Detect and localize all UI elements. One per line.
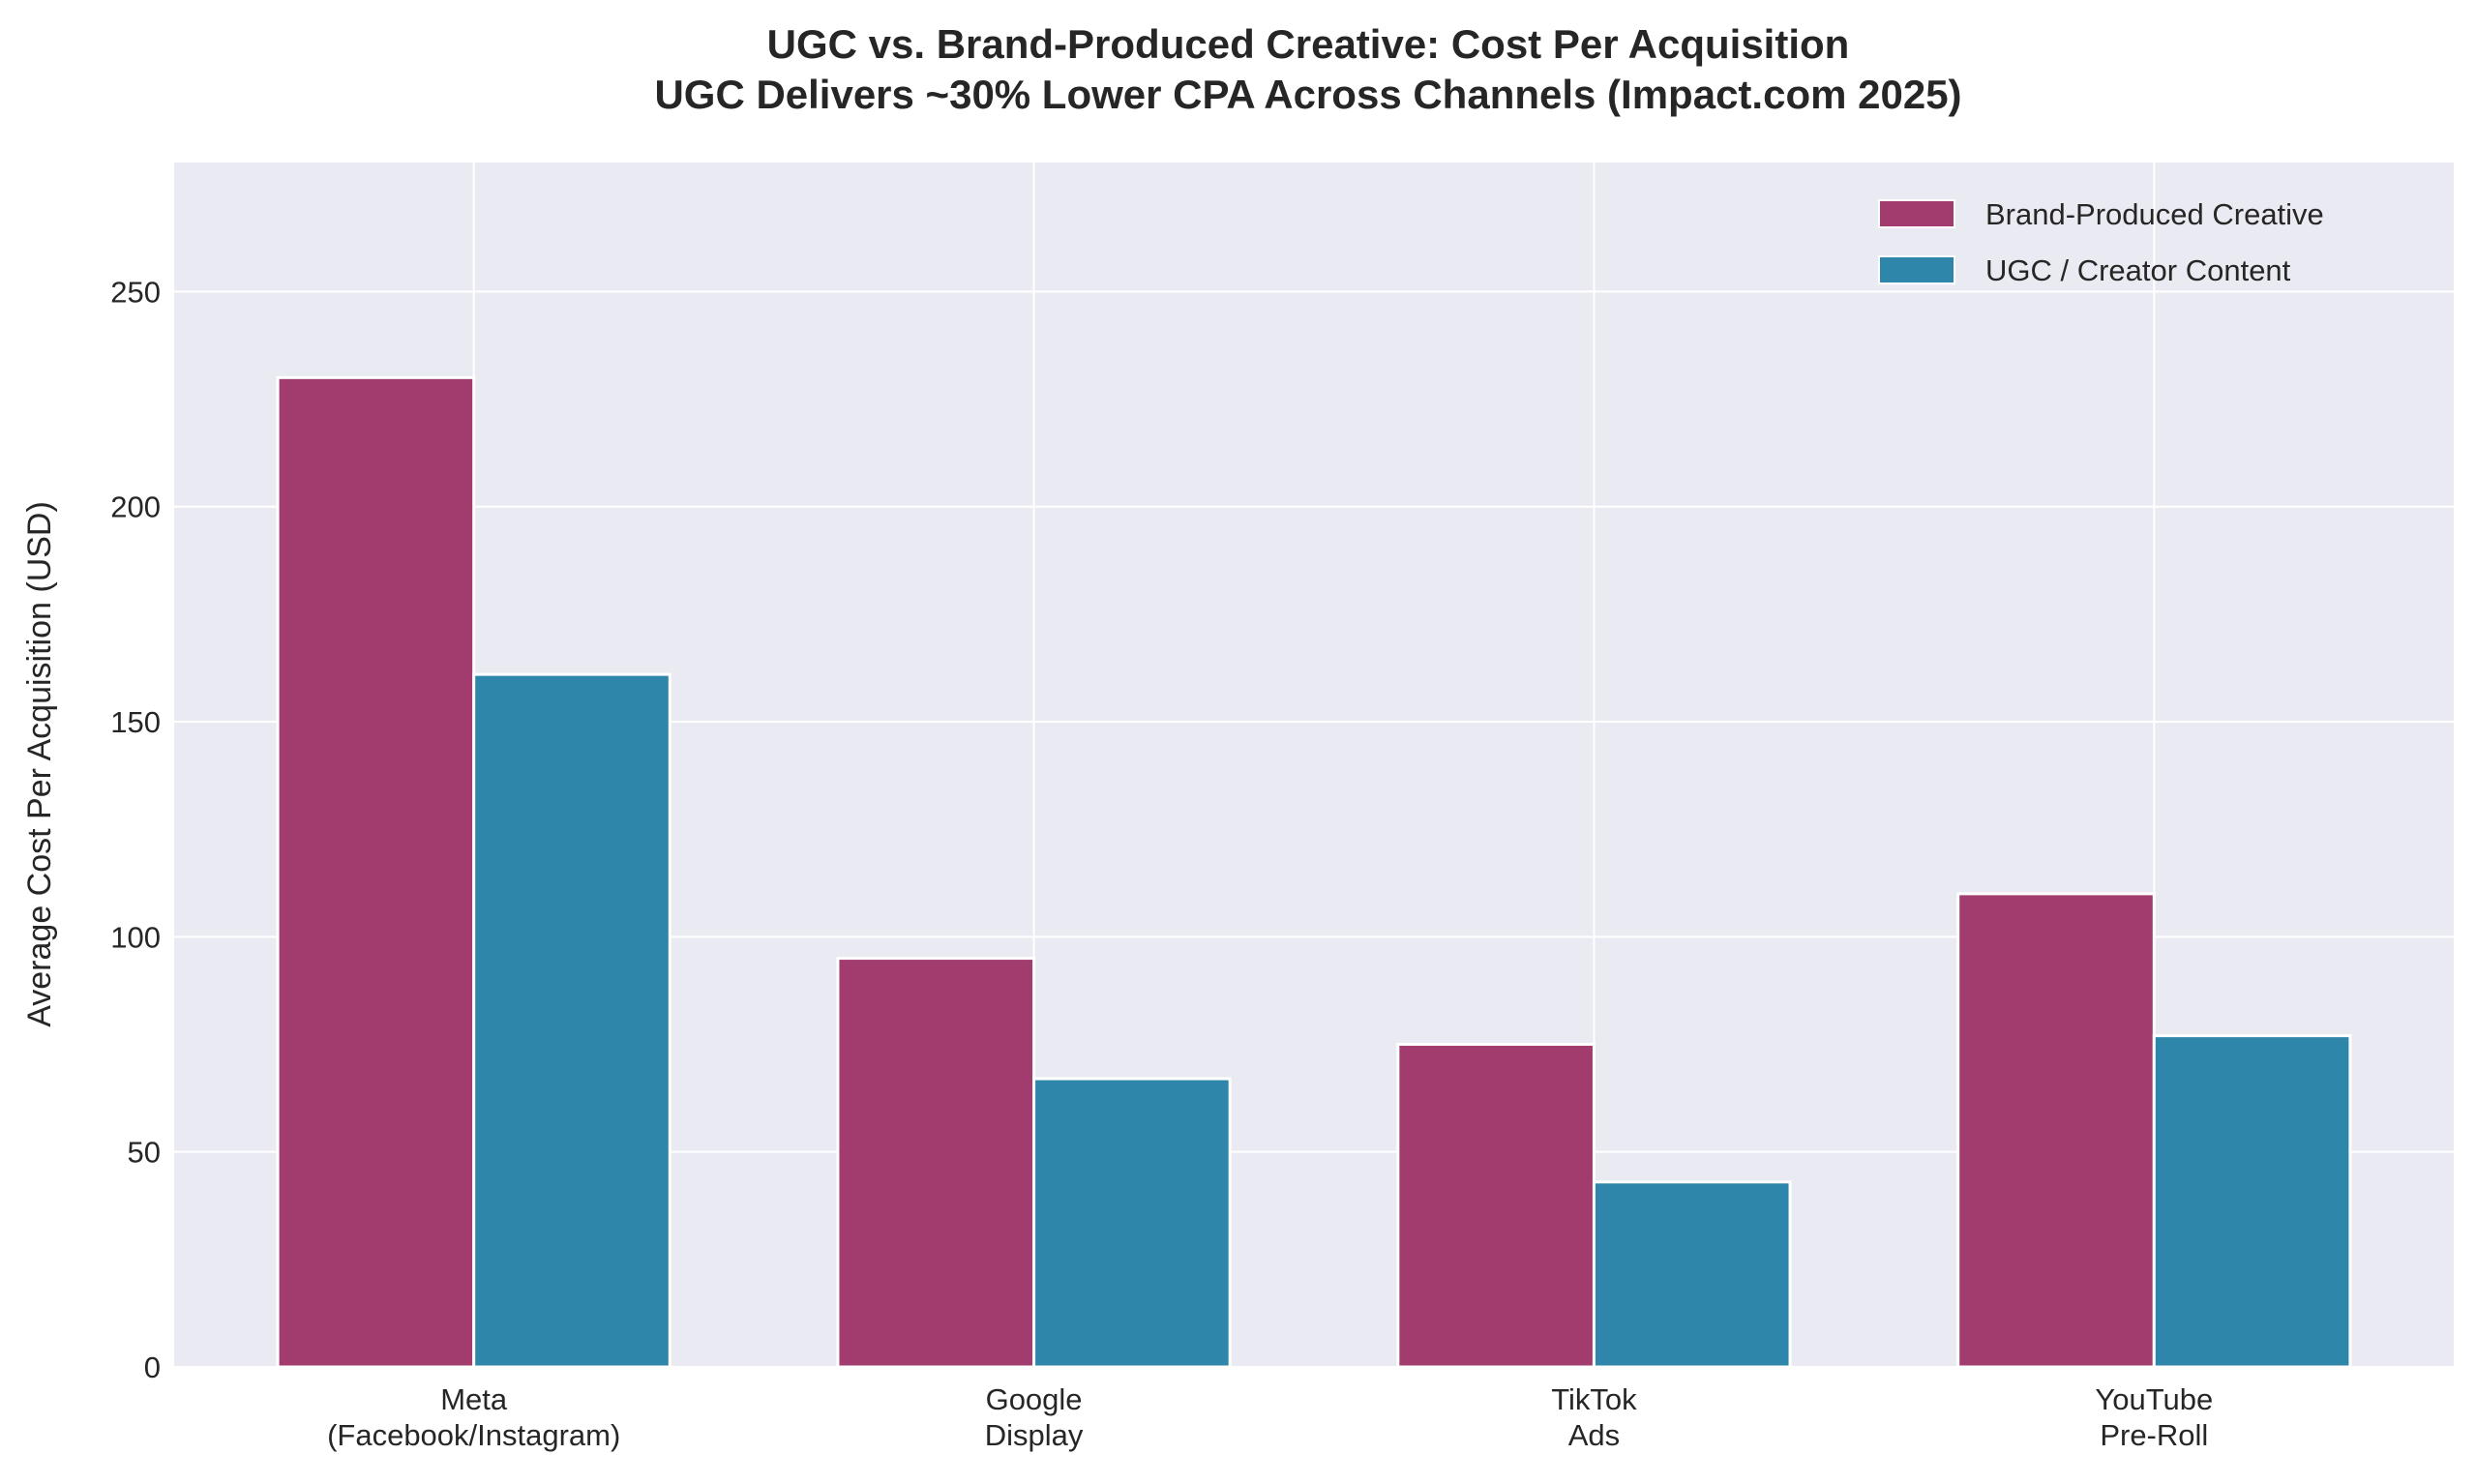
bar-brand [1396, 1043, 1596, 1369]
y-tick-label: 200 [110, 490, 161, 524]
chart-title: UGC vs. Brand-Produced Creative: Cost Pe… [767, 21, 1850, 67]
chart-subtitle: UGC Delivers ~30% Lower CPA Across Chann… [654, 72, 1961, 117]
x-axis-ticks: Meta (Facebook/Instagram) Google Display Tik… [327, 1382, 2213, 1452]
legend-swatch-brand [1878, 199, 1955, 228]
y-tick-label: 50 [128, 1136, 161, 1170]
bar-ugc [472, 672, 671, 1369]
y-axis-label: Average Cost Per Acquisition (USD) [21, 501, 58, 1027]
legend-label-brand: Brand-Produced Creative [1985, 197, 2324, 231]
bar-brand [1956, 892, 2156, 1369]
legend: Brand-Produced Creative UGC / Creator Co… [1878, 197, 2324, 287]
y-tick-label: 100 [110, 920, 161, 954]
legend-swatch-ugc [1878, 255, 1955, 284]
y-tick-label: 250 [110, 275, 161, 309]
x-tick-label: Meta (Facebook/Instagram) [327, 1382, 620, 1452]
bar-ugc [1032, 1077, 1232, 1369]
x-tick-label: Google Display [985, 1382, 1084, 1452]
x-tick-label: TikTok Ads [1551, 1382, 1637, 1452]
y-axis-ticks: 0 50 100 150 200 250 [110, 275, 161, 1384]
bar-brand [836, 957, 1036, 1369]
bar-ugc [2152, 1034, 2352, 1369]
bar-brand [276, 375, 476, 1369]
legend-label-ugc: UGC / Creator Content [1985, 253, 2291, 287]
bar-ugc [1592, 1180, 1792, 1369]
x-tick-label: YouTube Pre-Roll [2095, 1382, 2213, 1452]
y-tick-label: 0 [144, 1350, 161, 1384]
bars [276, 375, 2352, 1369]
y-tick-label: 150 [110, 705, 161, 739]
